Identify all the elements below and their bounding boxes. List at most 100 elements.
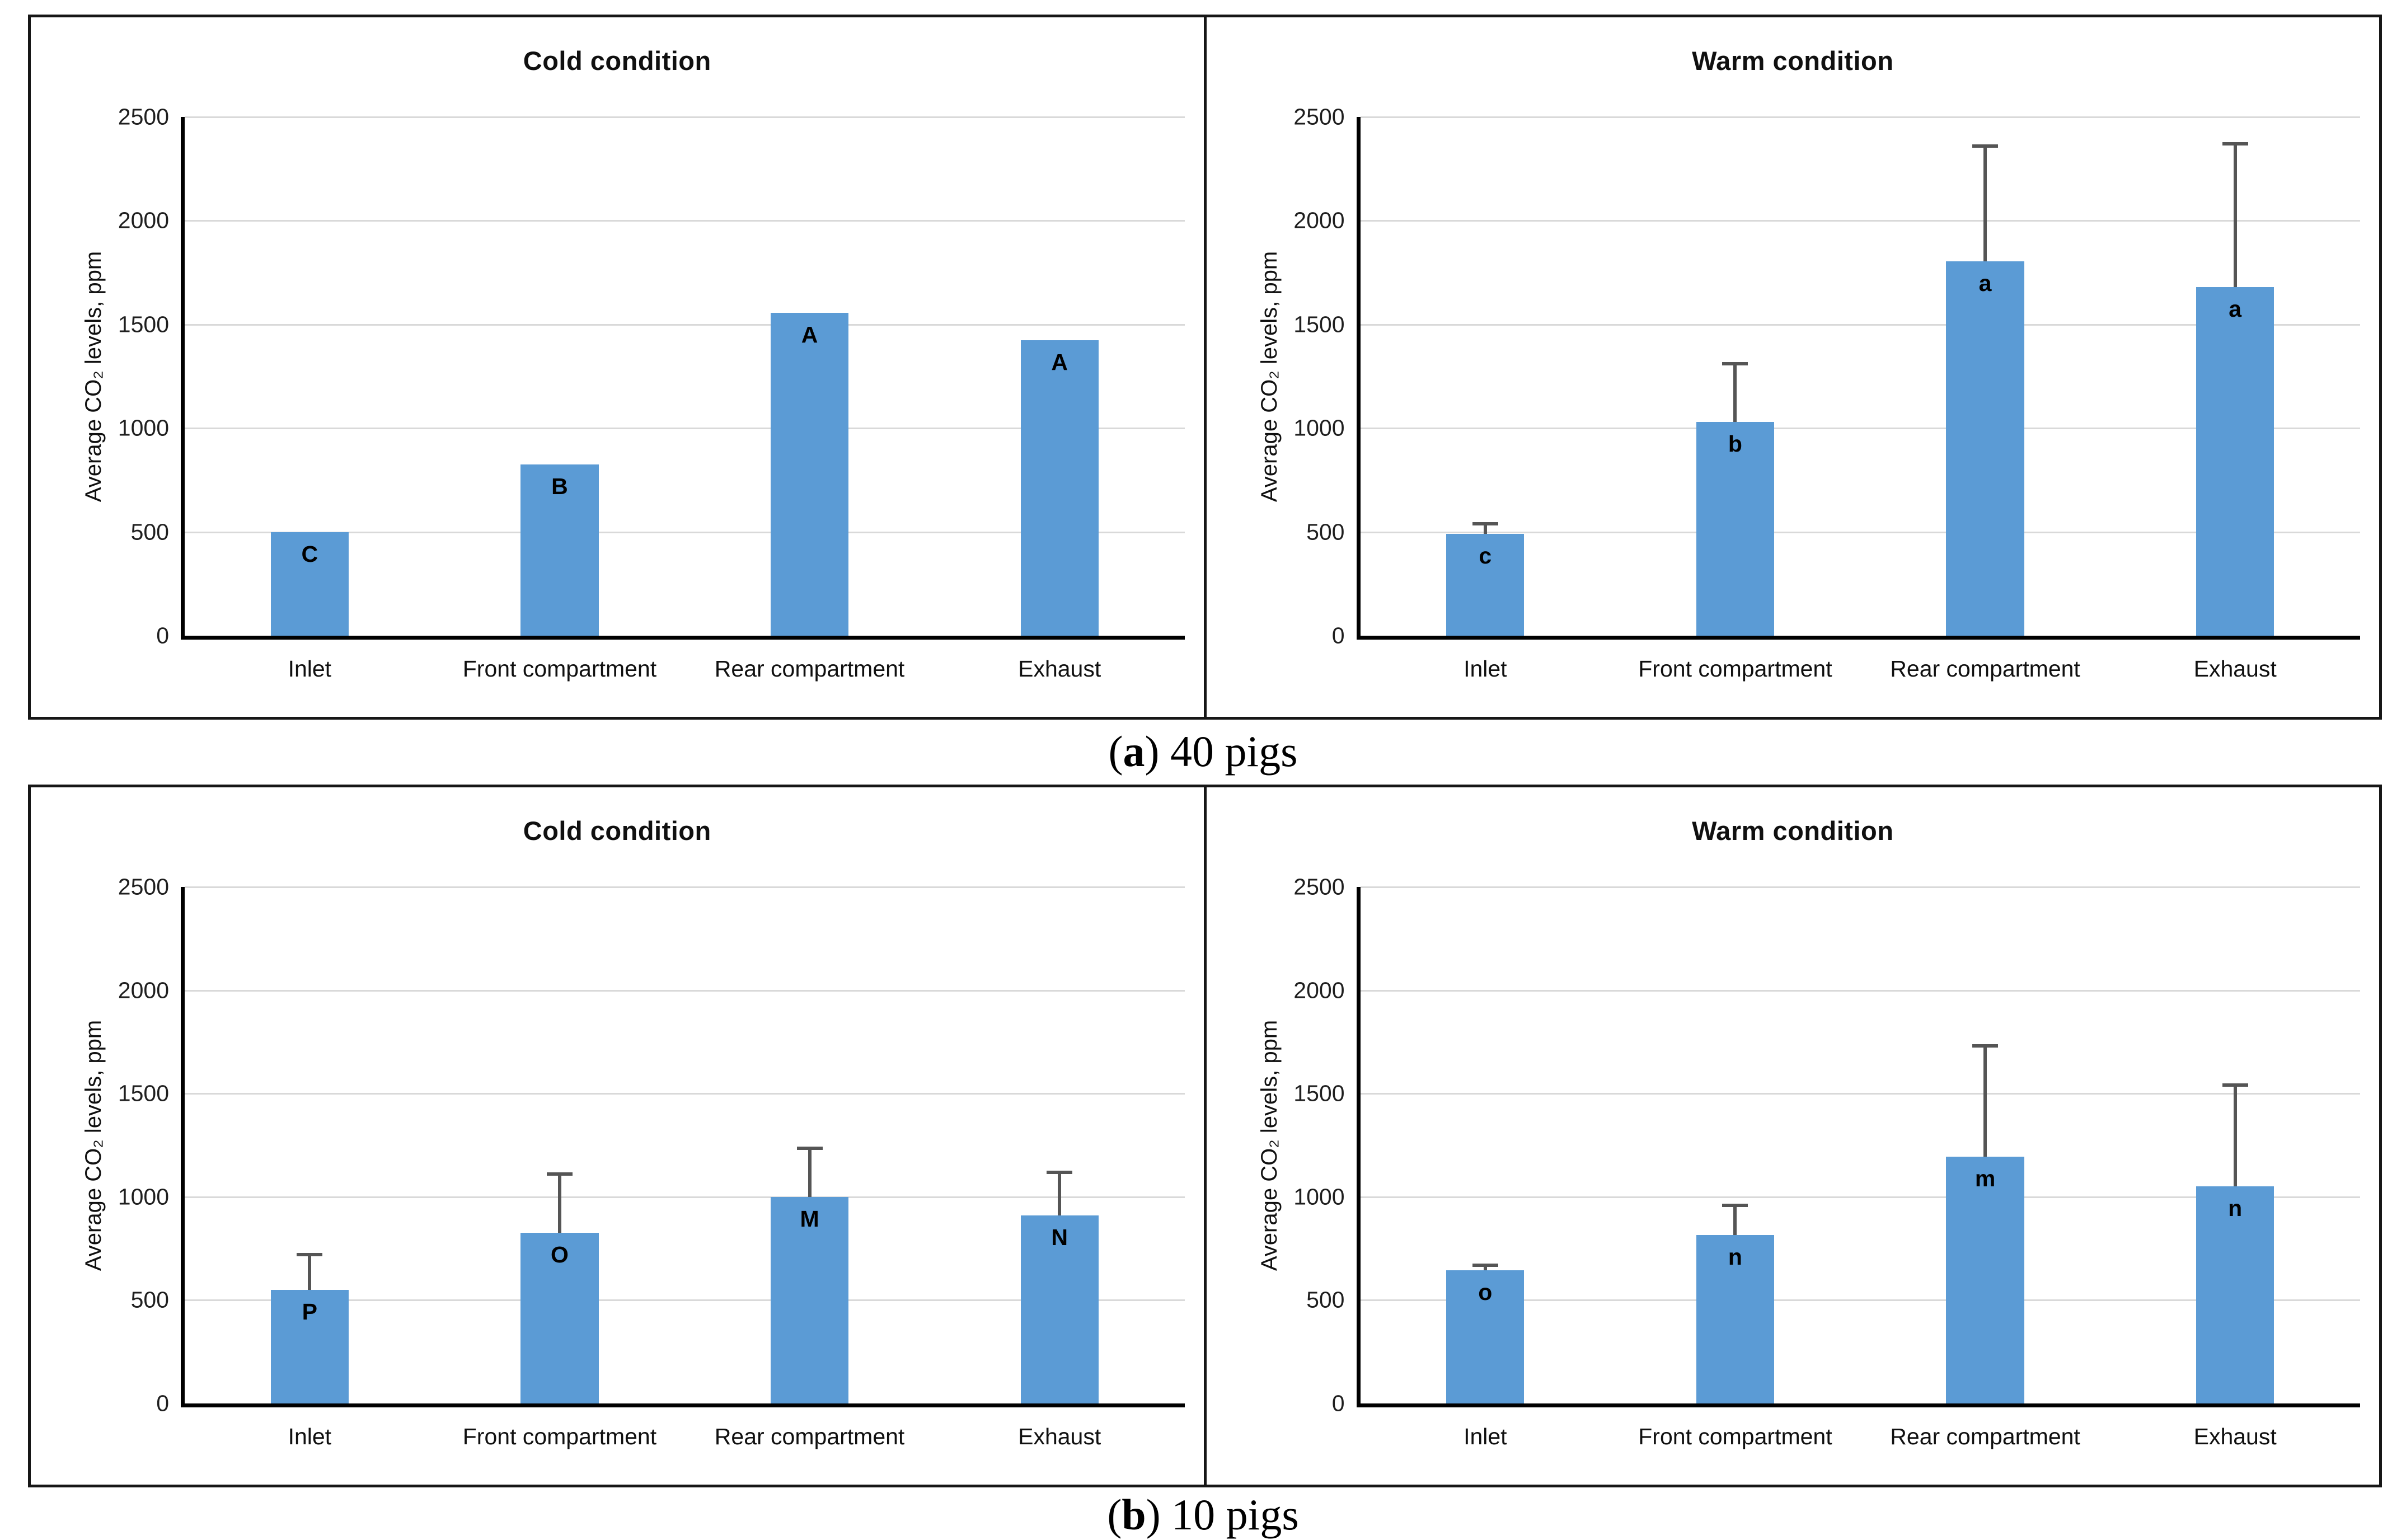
y-tick-label: 500 [1306,519,1345,545]
y-tick-label: 2500 [1293,104,1345,130]
y-axis-title: Average CO₂ levels, ppm [1256,1020,1282,1271]
significance-label: m [1974,1165,1996,1191]
y-tick-label: 0 [1331,622,1345,649]
error-bar [557,1174,561,1233]
caption-b: (b) 10 pigs [0,1490,2406,1540]
gridline [185,989,1185,992]
bar [770,313,849,636]
bar [1946,1156,2024,1403]
gridline [185,220,1185,222]
gridline [1360,531,2360,533]
caption-b-letter: b [1122,1490,1146,1539]
error-bar [1058,1172,1062,1216]
chart-title: Warm condition [1692,816,1894,846]
significance-label: n [1728,1244,1742,1270]
gridline [1360,989,2360,992]
y-tick-label: 1000 [118,1184,169,1210]
significance-label: N [1051,1224,1068,1251]
gridline [185,1093,1185,1095]
x-axis-label: Rear compartment [714,1424,905,1449]
y-tick-label: 1000 [1293,1184,1345,1210]
x-axis-label: Inlet [288,1424,332,1449]
y-tick-label: 0 [156,1390,169,1416]
error-bar [1483,523,1487,534]
gridline [1360,220,2360,222]
bar [1446,1270,1525,1403]
gridline [1360,886,2360,888]
significance-label: c [1479,543,1492,569]
error-bar [1733,364,1737,422]
bar [1446,534,1525,636]
chart-title: Cold condition [523,816,711,846]
panel-divider [1203,17,1207,717]
y-tick-label: 1500 [1293,1080,1345,1106]
panel-divider [1203,787,1207,1485]
error-bar-cap [1972,1044,1999,1048]
y-tick-label: 2500 [118,104,169,130]
gridline [185,1196,1185,1198]
x-axis-label: Front compartment [462,1424,657,1449]
caption-a-letter: a [1123,727,1145,776]
y-tick-label: 500 [130,1287,169,1313]
gridline [185,428,1185,430]
chart-warm-40-pigs: Warm condition 0 500 1000 1500 2000 2500 Averag… [1207,17,2380,717]
y-axis-title: Average CO₂ levels, ppm [81,251,106,502]
gridline [185,1299,1185,1302]
significance-label: n [2228,1195,2243,1222]
gridline [185,323,1185,326]
x-axis-label: Exhaust [2193,1424,2277,1449]
y-tick-label: 2000 [1293,977,1345,1003]
significance-label: A [801,322,818,348]
y-axis-title: Average CO₂ levels, ppm [1256,251,1282,502]
bar [1020,340,1099,636]
gridline [1360,1093,2360,1095]
error-bar-cap [2222,1083,2248,1087]
significance-label: P [302,1298,317,1325]
y-tick-label: 2000 [118,207,169,233]
x-axis-label: Front compartment [462,656,657,682]
y-tick-label: 1000 [118,415,169,441]
y-tick-label: 0 [1331,1390,1345,1416]
y-tick-label: 2500 [1293,874,1345,900]
error-bar-cap [1472,522,1498,525]
error-bar-cap [546,1172,573,1176]
significance-label: B [551,473,568,500]
significance-label: C [301,541,318,567]
plot-area: 0 500 1000 1500 2000 2500 Average CO₂ levels, … [81,874,1185,1449]
bar [2196,1186,2274,1403]
caption-b-text: ) 10 pigs [1146,1490,1299,1539]
y-tick-label: 1500 [1293,311,1345,337]
caption-a-text: ) 40 pigs [1145,727,1298,776]
bar [1020,1215,1099,1403]
y-tick-label: 0 [156,622,169,649]
significance-label: a [2229,296,2242,322]
caption-a-paren-open: ( [1108,727,1123,776]
bar [2196,287,2274,636]
plot-area: 0 500 1000 1500 2000 2500 Average CO₂ levels, … [1257,104,2360,682]
error-bar [1983,1046,1987,1157]
y-tick-label: 2500 [118,874,169,900]
error-bar-cap [1722,362,1748,366]
bar [770,1196,849,1403]
x-axis-label: Front compartment [1638,1424,1832,1449]
bar [1696,1235,1775,1403]
caption-b-paren-open: ( [1107,1490,1122,1539]
bar [1946,261,2024,636]
error-bar [2233,1085,2237,1187]
x-axis-label: Front compartment [1638,656,1832,682]
chart-warm-10-pigs: Warm condition 0 500 1000 1500 2000 2500 Averag… [1207,787,2380,1485]
y-tick-label: 2000 [118,977,169,1003]
significance-label: o [1478,1279,1493,1305]
y-tick-label: 500 [130,519,169,545]
x-axis-label: Rear compartment [714,656,905,682]
x-axis-label: Inlet [1464,656,1507,682]
y-tick-label: 1500 [118,1080,169,1106]
gridline [185,886,1185,888]
x-axis-label: Exhaust [2193,656,2277,682]
panel-b-10-pigs: Cold condition 0 500 1000 1500 2000 2500 Averag… [28,785,2382,1487]
y-tick-label: 500 [1306,1287,1345,1313]
error-bar-cap [1722,1203,1748,1207]
plot-area: 0 500 1000 1500 2000 2500 Average CO₂ levels, … [81,104,1185,682]
significance-label: a [1978,270,1992,296]
